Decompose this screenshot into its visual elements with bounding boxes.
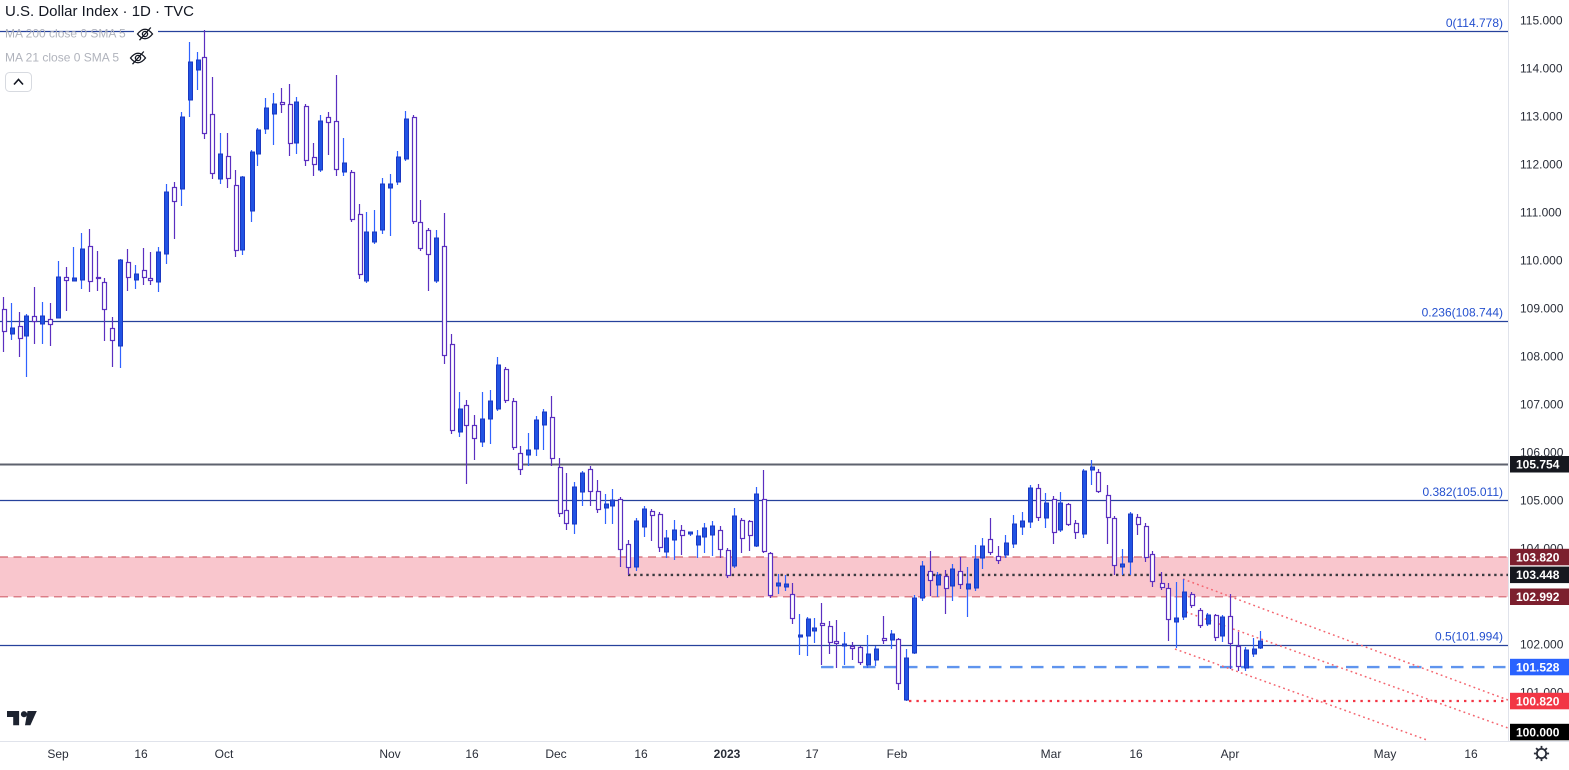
svg-text:0.236(108.744): 0.236(108.744) — [1422, 306, 1503, 320]
svg-text:Sep: Sep — [47, 747, 69, 761]
svg-text:16: 16 — [1129, 747, 1143, 761]
svg-text:Nov: Nov — [379, 747, 400, 761]
svg-text:Oct: Oct — [215, 747, 234, 761]
svg-text:16: 16 — [134, 747, 148, 761]
svg-text:108.000: 108.000 — [1520, 350, 1564, 364]
svg-text:Apr: Apr — [1221, 747, 1240, 761]
svg-text:U.S. Dollar Index · 1D · TVC: U.S. Dollar Index · 1D · TVC — [5, 3, 194, 20]
svg-text:112.000: 112.000 — [1520, 158, 1563, 172]
svg-text:16: 16 — [634, 747, 648, 761]
svg-text:114.000: 114.000 — [1520, 62, 1563, 76]
svg-text:MA 21 close 0 SMA 5: MA 21 close 0 SMA 5 — [5, 51, 119, 65]
svg-text:109.000: 109.000 — [1520, 302, 1564, 316]
svg-text:105.754: 105.754 — [1516, 458, 1560, 472]
svg-text:102.992: 102.992 — [1516, 590, 1560, 604]
svg-text:100.820: 100.820 — [1516, 694, 1560, 708]
svg-text:107.000: 107.000 — [1520, 398, 1564, 412]
svg-text:2023: 2023 — [714, 747, 741, 761]
svg-text:16: 16 — [1464, 747, 1478, 761]
svg-text:0.382(105.011): 0.382(105.011) — [1422, 485, 1503, 499]
svg-text:111.000: 111.000 — [1520, 206, 1562, 220]
svg-text:0(114.778): 0(114.778) — [1446, 16, 1503, 30]
svg-text:0.5(101.994): 0.5(101.994) — [1435, 630, 1503, 644]
svg-text:103.448: 103.448 — [1516, 568, 1560, 582]
svg-text:Feb: Feb — [887, 747, 908, 761]
svg-text:May: May — [1374, 747, 1397, 761]
svg-text:16: 16 — [465, 747, 479, 761]
svg-text:105.000: 105.000 — [1520, 494, 1564, 508]
svg-text:Dec: Dec — [545, 747, 566, 761]
svg-text:115.000: 115.000 — [1520, 14, 1563, 28]
svg-text:103.820: 103.820 — [1516, 550, 1560, 564]
svg-text:MA 200 close 0 SMA 5: MA 200 close 0 SMA 5 — [5, 27, 126, 41]
svg-text:110.000: 110.000 — [1520, 254, 1563, 268]
svg-text:Mar: Mar — [1041, 747, 1062, 761]
svg-text:101.528: 101.528 — [1516, 660, 1560, 674]
svg-text:17: 17 — [805, 747, 819, 761]
svg-text:102.000: 102.000 — [1520, 638, 1564, 652]
svg-text:100.000: 100.000 — [1516, 725, 1560, 739]
svg-text:113.000: 113.000 — [1520, 110, 1563, 124]
